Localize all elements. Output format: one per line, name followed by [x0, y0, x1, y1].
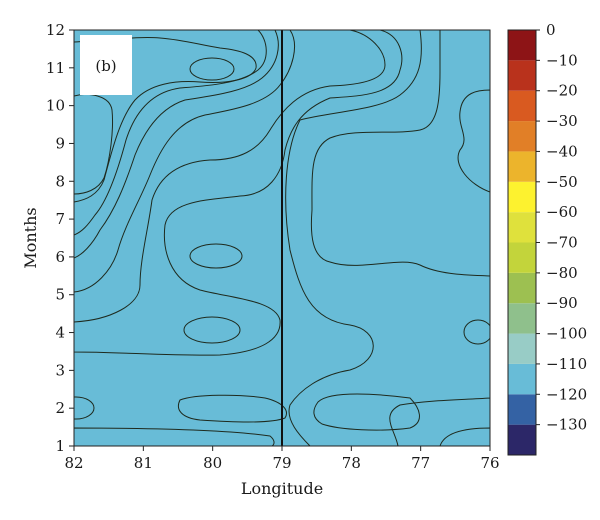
- colorbar-tick-label: −70: [546, 234, 578, 252]
- colorbar-tick-label: −30: [546, 112, 578, 130]
- colorbar-tick-label: −60: [546, 203, 578, 221]
- x-axis-title: Longitude: [241, 479, 323, 498]
- panel-label: (b): [95, 57, 116, 75]
- y-tick-label: 5: [55, 286, 65, 304]
- y-tick-label: 2: [55, 399, 65, 417]
- y-tick-label: 12: [46, 21, 65, 39]
- contour-band-level-10: [189, 57, 235, 81]
- y-axis-title: Months: [21, 207, 40, 268]
- x-tick-label: 82: [64, 454, 83, 472]
- contour-band-level-5: [183, 316, 241, 344]
- contour-band-level-1: [313, 393, 420, 431]
- colorbar-swatch: [508, 212, 536, 243]
- colorbar-swatch: [508, 394, 536, 425]
- contour-band-level-6: [74, 30, 295, 293]
- contour-band-level-2: [177, 394, 287, 423]
- colorbar-swatch: [508, 181, 536, 213]
- colorbar-tick-label: −20: [546, 82, 578, 100]
- y-tick-label: 11: [46, 59, 65, 77]
- contour-band-level-1: [310, 30, 490, 446]
- y-tick-label: 8: [55, 172, 65, 190]
- colorbar-tick-label: −90: [546, 294, 578, 312]
- y-tick-label: 7: [55, 210, 65, 228]
- colorbar-tick-label: −110: [546, 355, 587, 373]
- colorbar-swatch: [508, 90, 536, 122]
- contour-band-level-3: [74, 30, 422, 446]
- contour-band-level-2: [189, 243, 243, 269]
- contour-band-level-3: [74, 396, 95, 420]
- contour-band-level-10: [74, 94, 113, 195]
- contour-band-level-5: [74, 30, 386, 323]
- contour-band-level-1: [463, 319, 490, 345]
- x-tick-label: 77: [411, 454, 430, 472]
- x-tick-label: 79: [272, 454, 291, 472]
- panel-label-box: [80, 35, 132, 95]
- colorbar-swatch: [508, 272, 536, 304]
- colorbar-tick-label: 0: [546, 21, 556, 39]
- contour-band-level-0: [439, 427, 490, 446]
- colorbar-swatch: [508, 151, 536, 182]
- y-tick-label: 1: [55, 437, 65, 455]
- colorbar-swatch: [508, 363, 536, 395]
- contour-band-level-4: [74, 427, 275, 446]
- x-tick-label: 81: [134, 454, 153, 472]
- x-tick-label: 78: [342, 454, 361, 472]
- colorbar-tick-label: −40: [546, 142, 578, 160]
- contour-band-level-4: [74, 30, 403, 356]
- colorbar-tick-label: −130: [546, 416, 587, 434]
- colorbar-swatch: [508, 242, 536, 273]
- x-tick-label: 80: [203, 454, 222, 472]
- colorbar-tick-label: −80: [546, 264, 578, 282]
- contour-band-level-8: [74, 30, 267, 236]
- colorbar-tick-label: −120: [546, 385, 587, 403]
- colorbar-tick-label: −10: [546, 51, 578, 69]
- y-tick-label: 3: [55, 361, 65, 379]
- colorbar-tick-label: −50: [546, 173, 578, 191]
- y-tick-label: 6: [55, 248, 65, 266]
- colorbar-swatch: [508, 60, 536, 91]
- x-tick-label: 76: [480, 454, 499, 472]
- x-axis: 82 81 80 79 78 77 76: [64, 446, 500, 472]
- colorbar: 0 −10 −20 −30 −40 −50 −60 −70 −80 −90 −100 −110 −120…: [507, 21, 587, 456]
- colorbar-swatch: [508, 303, 536, 334]
- contour-band-level-0: [457, 89, 490, 193]
- colorbar-swatch: [508, 121, 536, 152]
- colorbar-swatch: [508, 424, 536, 455]
- colorbar-swatch: [508, 30, 536, 61]
- contour-band-level-7: [74, 30, 279, 259]
- y-tick-label: 9: [55, 134, 65, 152]
- y-tick-label: 10: [46, 97, 65, 115]
- colorbar-swatch: [508, 333, 536, 364]
- colorbar-tick-label: −100: [546, 325, 587, 343]
- y-tick-label: 4: [55, 324, 65, 342]
